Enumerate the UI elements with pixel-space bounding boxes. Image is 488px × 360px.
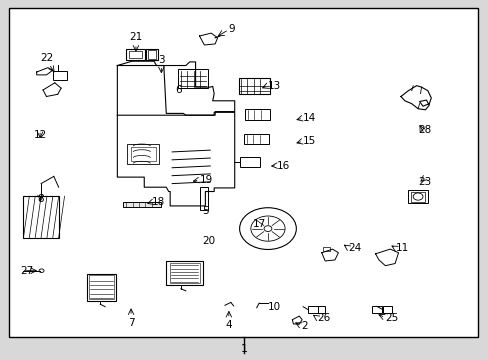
Text: 18: 18 [151,197,164,207]
Bar [199,187,208,210]
Bar [317,306,325,313]
Bar [53,71,67,80]
Text: 7: 7 [127,318,134,328]
Text: 10: 10 [267,302,281,312]
Bar [410,192,425,202]
Bar [245,109,269,120]
Bar [166,261,203,285]
Bar [123,202,161,207]
Text: 22: 22 [40,53,53,63]
Bar [244,134,268,144]
Text: 3: 3 [158,55,164,65]
Text: 13: 13 [267,81,281,91]
Bar [89,275,114,299]
Text: 24: 24 [347,243,361,253]
Bar [371,306,382,313]
Text: 9: 9 [228,24,235,34]
Bar [127,144,159,164]
Text: 15: 15 [303,136,316,146]
Bar [126,49,144,60]
Bar [178,69,207,88]
Bar [170,263,199,283]
Text: 16: 16 [277,161,290,171]
Text: 17: 17 [253,219,266,229]
Text: 4: 4 [225,320,232,330]
Bar [147,50,156,59]
Text: 26: 26 [316,312,329,323]
Bar [87,274,116,301]
Text: 25: 25 [385,312,398,323]
Bar [239,157,260,167]
Bar [145,49,158,60]
Text: 11: 11 [395,243,408,253]
Bar [382,306,391,313]
Text: 12: 12 [33,130,47,140]
Bar [128,51,142,58]
Text: 2: 2 [301,321,308,331]
Bar [307,306,317,313]
Text: 23: 23 [417,177,430,187]
Text: 1: 1 [241,343,247,354]
Bar [23,196,59,238]
Bar [131,147,155,161]
Text: 28: 28 [417,125,430,135]
Text: 20: 20 [203,236,215,246]
Text: 27: 27 [20,266,34,276]
Bar [407,190,427,203]
Bar [322,247,329,251]
Text: 14: 14 [303,113,316,123]
Text: 19: 19 [199,175,212,185]
Text: 8: 8 [37,194,44,204]
Text: 6: 6 [175,85,182,95]
Bar [238,78,270,94]
Text: 5: 5 [202,206,208,216]
Text: 21: 21 [129,32,142,42]
